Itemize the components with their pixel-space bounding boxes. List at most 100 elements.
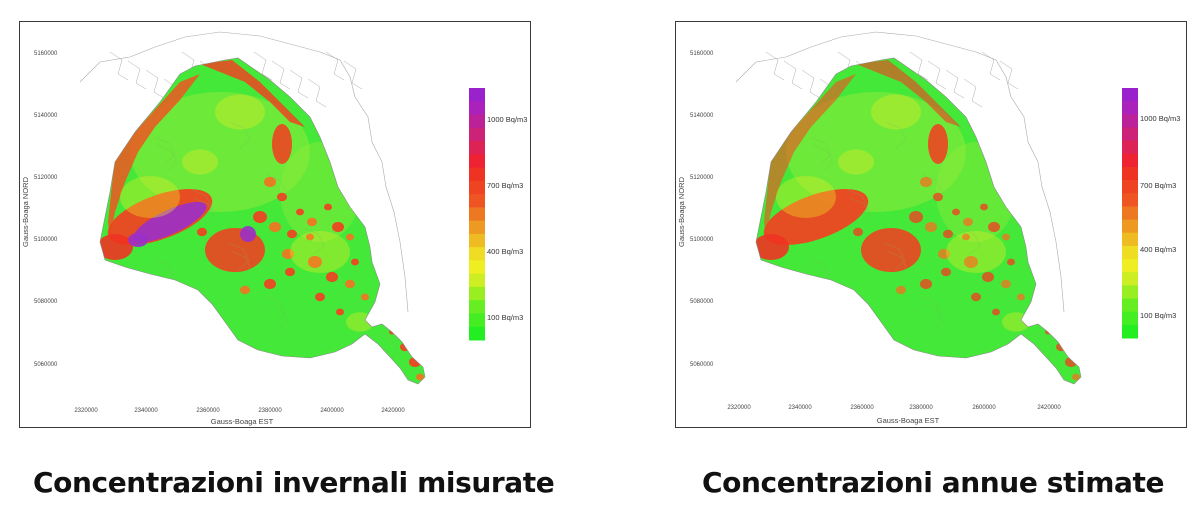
hotspot: [971, 292, 981, 302]
hotspot-northwest-band: [108, 74, 200, 237]
color-scale-legend: 1000 Bq/m3 700 Bq/m3 400 Bq/m3 100 Bq/m3: [1122, 88, 1180, 339]
map-panel-measured: 5160000 5140000 5120000 5100000 5080000 50600…: [19, 21, 531, 428]
color-scale-step: [1122, 101, 1138, 115]
color-scale-step: [469, 233, 485, 248]
color-scale-step: [469, 207, 485, 222]
legend-label: 400 Bq/m3: [487, 247, 523, 256]
hotspot: [285, 267, 295, 277]
hotspot-north-spot: [928, 124, 948, 164]
y-tick-label: 5060000: [690, 362, 714, 368]
hotspot: [909, 211, 923, 223]
hotspot: [853, 227, 863, 237]
transition-zone: [1002, 312, 1030, 332]
legend-label: 100 Bq/m3: [487, 313, 523, 322]
transition-zone: [290, 231, 350, 273]
color-scale-step: [1122, 285, 1138, 300]
region-outline: [755, 57, 1082, 385]
hotspot: [962, 233, 970, 241]
color-scale-step: [1122, 311, 1138, 326]
hotspot: [920, 278, 932, 290]
legend-label: 700 Bq/m3: [1140, 181, 1176, 190]
y-tick-label: 5120000: [34, 175, 58, 181]
color-scale-step: [469, 88, 485, 102]
x-tick-label: 2600000: [972, 405, 996, 411]
hotspot-center: [205, 228, 265, 272]
color-scale-step: [469, 273, 485, 288]
transition-zone: [946, 231, 1006, 273]
y-axis-label: Gauss-Boaga NORD: [21, 176, 30, 247]
y-tick-label: 5080000: [34, 299, 58, 305]
hotspot: [296, 208, 304, 216]
color-scale-step: [1122, 324, 1138, 339]
hotspot: [287, 229, 297, 239]
hotspot: [896, 285, 906, 295]
hotspot: [308, 256, 322, 268]
color-scale-step: [469, 286, 485, 301]
color-scale-step: [1122, 180, 1138, 194]
hotspot-northwest-band: [764, 74, 856, 237]
color-scale-step: [469, 101, 485, 116]
hotspot: [336, 308, 344, 316]
hotspot: [282, 248, 294, 260]
color-scale-step: [1122, 245, 1138, 260]
color-scale-legend: 1000 Bq/m3 700 Bq/m3 400 Bq/m3 100 Bq/m3: [469, 88, 527, 341]
transition-zone: [182, 149, 218, 175]
hotspot-north-band: [856, 60, 961, 127]
hotspot: [332, 221, 344, 233]
hotspot: [964, 256, 978, 268]
legend-label: 1000 Bq/m3: [1140, 114, 1180, 123]
color-scale-step: [469, 220, 485, 235]
y-tick-label: 5100000: [34, 237, 58, 243]
x-tick-label: 2360000: [196, 408, 220, 414]
hotspot: [264, 278, 276, 290]
hotspot: [345, 279, 355, 289]
hotspot: [1065, 356, 1077, 368]
legend-label: 100 Bq/m3: [1140, 311, 1176, 320]
hotspot: [269, 221, 281, 233]
color-scale-step: [469, 167, 485, 182]
hotspot-center: [861, 228, 921, 272]
color-scale-step: [469, 300, 485, 314]
context-boundaries: [79, 31, 409, 313]
hotspot: [1007, 258, 1015, 266]
y-tick-label: 5100000: [690, 237, 714, 243]
color-scale-step: [469, 127, 485, 142]
peak-center: [240, 226, 256, 242]
color-scale-step: [469, 313, 485, 328]
hotspot: [925, 221, 937, 233]
hotspot: [1023, 207, 1029, 213]
hotspot: [197, 227, 207, 237]
peak-west-edge: [128, 233, 148, 247]
hotspot: [306, 233, 314, 241]
hotspot: [872, 318, 880, 326]
color-scale-step: [1122, 272, 1138, 286]
color-scale-step: [1122, 166, 1138, 181]
y-tick-label: 5120000: [690, 175, 714, 181]
color-scale-step: [1122, 259, 1138, 273]
transition-zone: [838, 149, 874, 175]
color-scale-step: [1122, 153, 1138, 168]
color-scale-step: [1122, 219, 1138, 234]
x-tick-label: 2400000: [320, 408, 344, 414]
y-tick-label: 5160000: [690, 51, 714, 57]
x-tick-label: 2320000: [727, 405, 751, 411]
color-scale-step: [469, 141, 485, 155]
color-scale-step: [469, 326, 485, 341]
hotspot: [938, 248, 950, 260]
x-tick-label: 2360000: [850, 405, 874, 411]
y-axis-label: Gauss-Boaga NORD: [677, 176, 686, 247]
hotspot: [307, 217, 317, 227]
color-scale-step: [1122, 140, 1138, 155]
hotspot: [1002, 233, 1010, 241]
peak-west-central: [133, 201, 207, 243]
hotspot-west-edge: [100, 234, 133, 260]
hotspot: [367, 207, 373, 213]
transition-zone: [346, 312, 374, 332]
x-tick-label: 2340000: [134, 408, 158, 414]
color-scale-step: [469, 260, 485, 275]
hotspot: [1017, 293, 1025, 301]
color-scale-step: [1122, 193, 1138, 207]
hotspot: [941, 267, 951, 277]
color-scale-step: [1122, 232, 1138, 247]
color-scale-step: [469, 180, 485, 195]
